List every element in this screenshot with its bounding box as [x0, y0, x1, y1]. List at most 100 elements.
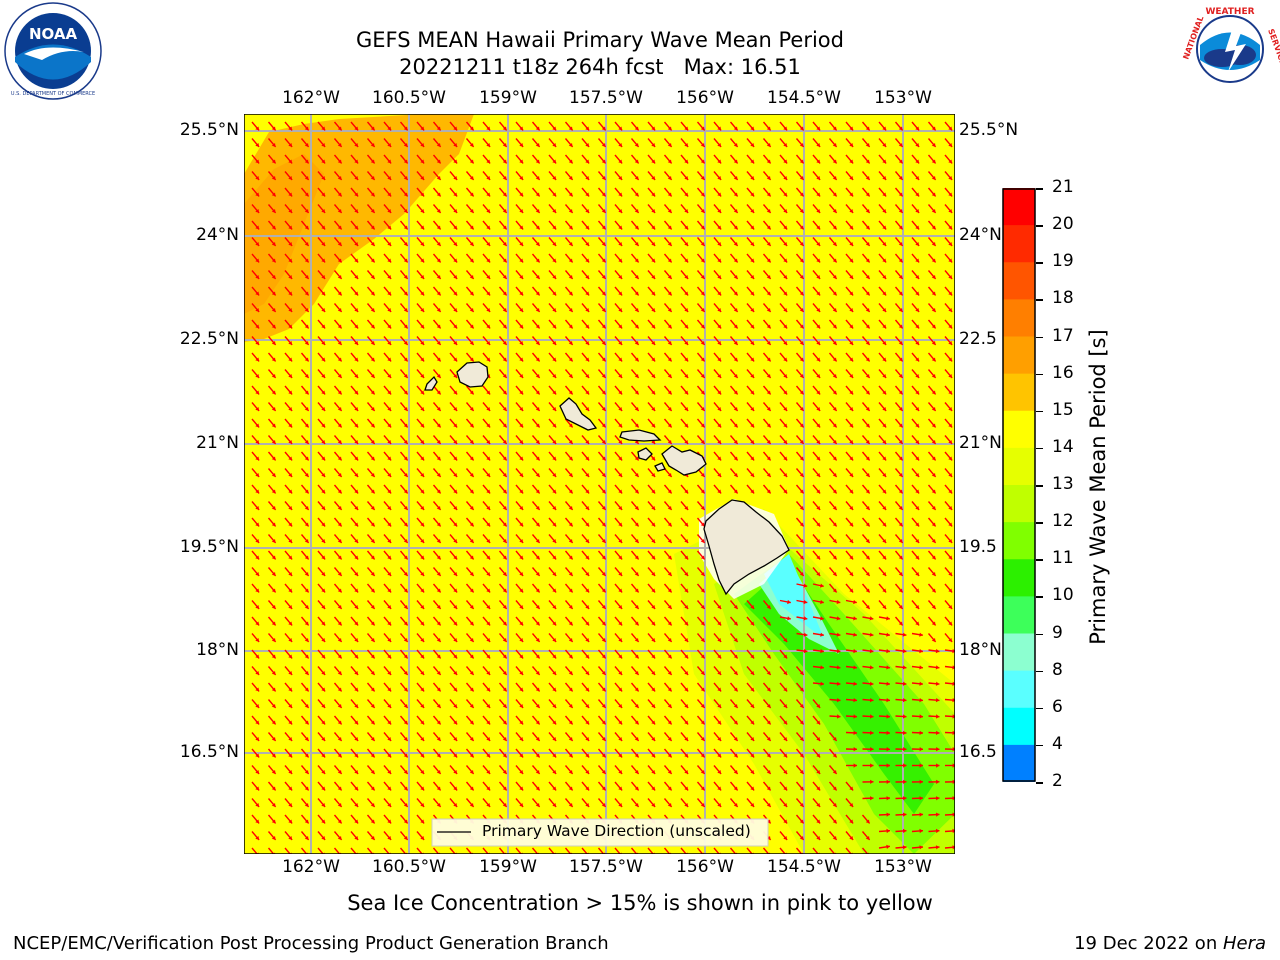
- wave-direction-arrowhead: [634, 341, 639, 345]
- wave-direction-arrowhead: [733, 704, 738, 708]
- wave-direction-arrowhead: [304, 143, 309, 147]
- footer-date: 19 Dec 2022 on: [1074, 933, 1223, 954]
- wave-direction-arrowhead: [853, 747, 857, 752]
- wave-direction-arrowhead: [519, 258, 524, 263]
- wave-direction-arrowhead: [948, 539, 953, 543]
- wave-direction-arrowhead: [898, 489, 903, 494]
- wave-direction-arrowhead: [700, 225, 705, 230]
- wave-direction-arrowhead: [865, 374, 870, 378]
- wave-direction-arrowhead: [651, 357, 656, 362]
- wave-direction-arrowhead: [255, 654, 260, 659]
- wave-direction-arrowhead: [552, 786, 557, 791]
- wave-direction-arrowhead: [436, 572, 441, 576]
- svg-text:WEATHER: WEATHER: [1205, 7, 1254, 17]
- wave-direction-arrowhead: [651, 291, 656, 296]
- wave-direction-arrowhead: [354, 654, 359, 659]
- wave-direction-arrowhead: [585, 555, 590, 560]
- wave-direction-arrowhead: [700, 522, 705, 527]
- wave-direction-arrowhead: [667, 737, 672, 741]
- wave-direction-arrowhead: [915, 159, 920, 164]
- wave-direction-arrowhead: [304, 671, 309, 675]
- wave-direction-arrowhead: [915, 341, 920, 345]
- wave-direction-arrowhead: [684, 671, 689, 675]
- wave-direction-arrowhead: [354, 836, 359, 840]
- wave-direction-arrowhead: [634, 506, 639, 510]
- wave-direction-arrowhead: [354, 671, 359, 675]
- wave-direction-arrowhead: [469, 638, 474, 642]
- wave-direction-arrowhead: [750, 258, 755, 263]
- wave-direction-arrowhead: [271, 407, 276, 411]
- wave-direction-arrowhead: [787, 599, 791, 605]
- wave-direction-arrowhead: [651, 506, 656, 510]
- wave-direction-arrow: [564, 847, 572, 854]
- wave-direction-arrowhead: [337, 522, 342, 527]
- wave-direction-arrowhead: [552, 489, 557, 494]
- wave-direction-arrowhead: [618, 143, 623, 147]
- wave-direction-arrowhead: [436, 126, 441, 131]
- period-region-11: [744, 564, 934, 814]
- wave-direction-arrow: [251, 847, 258, 854]
- wave-direction-arrowhead: [618, 308, 623, 312]
- wave-direction-arrowhead: [634, 407, 639, 411]
- wave-direction-arrowhead: [717, 159, 722, 164]
- wave-direction-arrowhead: [799, 539, 804, 543]
- wave-direction-arrow: [267, 847, 275, 854]
- wave-direction-arrowhead: [948, 522, 953, 527]
- lon-tick-label-top: 156°W: [676, 88, 734, 108]
- wave-direction-arrow: [317, 847, 324, 854]
- wave-direction-arrowhead: [601, 506, 606, 510]
- wave-direction-arrowhead: [733, 209, 738, 213]
- wave-direction-arrowhead: [502, 704, 507, 708]
- wave-direction-arrowhead: [469, 324, 474, 329]
- wave-direction-arrowhead: [618, 324, 623, 329]
- wave-direction-arrowhead: [304, 126, 309, 131]
- wave-direction-arrowhead: [387, 209, 392, 213]
- wave-direction-arrowhead: [684, 407, 689, 411]
- wave-direction-arrowhead: [667, 440, 672, 444]
- wave-direction-arrowhead: [651, 555, 656, 560]
- wave-direction-arrowhead: [354, 423, 359, 428]
- wave-direction-arrowhead: [321, 638, 326, 642]
- wave-direction-arrowhead: [832, 770, 837, 774]
- wave-direction-arrowhead: [255, 737, 260, 741]
- wave-direction-arrowhead: [271, 737, 276, 741]
- wave-direction-arrowhead: [634, 423, 639, 428]
- wave-direction-arrowhead: [568, 291, 573, 296]
- wave-direction-arrowhead: [552, 770, 557, 774]
- wave-direction-arrowhead: [568, 803, 573, 807]
- wave-direction-arrowhead: [585, 176, 590, 180]
- wave-direction-arrowhead: [948, 555, 953, 560]
- wave-direction-arrowhead: [651, 753, 656, 758]
- wave-direction-arrowhead: [832, 357, 837, 362]
- wave-direction-arrowhead: [288, 341, 293, 345]
- wave-direction-arrowhead: [354, 209, 359, 213]
- wave-direction-arrowhead: [832, 258, 837, 263]
- wave-direction-arrowhead: [799, 291, 804, 296]
- wave-direction-arrowhead: [799, 143, 804, 147]
- wave-direction-arrowhead: [387, 324, 392, 329]
- wave-direction-arrowhead: [948, 572, 953, 576]
- wave-direction-arrowhead: [519, 374, 524, 378]
- wave-direction-arrowhead: [700, 572, 705, 576]
- wave-direction-arrowhead: [783, 407, 788, 411]
- footer-left: NCEP/EMC/Verification Post Processing Pr…: [13, 933, 609, 954]
- chart-title-line1: GEFS MEAN Hawaii Primary Wave Mean Perio…: [356, 28, 844, 52]
- wave-direction-arrowhead: [420, 242, 425, 246]
- lon-tick-label-bottom: 153°W: [874, 857, 932, 877]
- wave-direction-arrowhead: [783, 390, 788, 395]
- wave-direction-arrowhead: [585, 308, 590, 312]
- wave-direction-arrowhead: [898, 176, 903, 180]
- wave-direction-arrowhead: [700, 374, 705, 378]
- wave-direction-arrowhead: [288, 770, 293, 774]
- wave-direction-arrowhead: [903, 730, 907, 735]
- wave-direction-arrowhead: [684, 242, 689, 246]
- wave-direction-arrowhead: [387, 192, 392, 197]
- wave-direction-arrowhead: [733, 407, 738, 411]
- wave-direction-arrowhead: [931, 242, 936, 246]
- wave-direction-arrowhead: [337, 159, 342, 164]
- wave-direction-arrowhead: [337, 456, 342, 461]
- wave-direction-arrowhead: [535, 390, 540, 395]
- wave-direction-arrowhead: [931, 275, 936, 279]
- wave-direction-arrowhead: [552, 456, 557, 461]
- wave-direction-arrow: [482, 847, 489, 854]
